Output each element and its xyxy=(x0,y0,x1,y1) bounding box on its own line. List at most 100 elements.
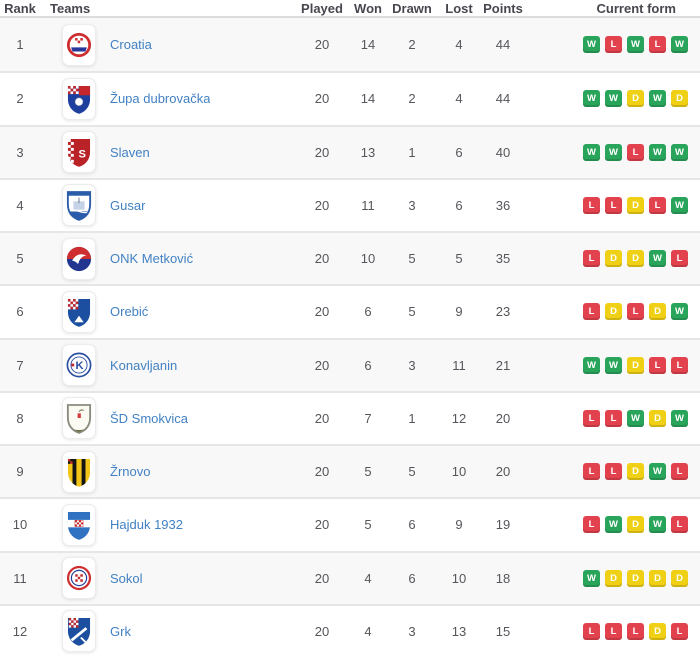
team-link[interactable]: Grk xyxy=(110,623,131,639)
team-link[interactable]: ŠD Smokvica xyxy=(110,410,189,426)
form-badge-l: L xyxy=(649,196,666,214)
team-link[interactable]: Gusar xyxy=(110,197,146,213)
svg-text:S: S xyxy=(79,149,86,161)
points-cell: 19 xyxy=(495,517,511,533)
won-cell: 6 xyxy=(364,304,372,320)
points-cell: 18 xyxy=(495,570,511,586)
form-badge-l: L xyxy=(649,36,666,54)
slaven-crest-icon: S xyxy=(62,131,96,174)
played-cell: 20 xyxy=(314,37,330,53)
lost-cell: 4 xyxy=(455,37,463,53)
form-badge-d: D xyxy=(649,622,666,640)
won-cell: 14 xyxy=(360,91,376,107)
rank-cell: 5 xyxy=(16,251,24,267)
form-badge-w: W xyxy=(649,143,666,161)
form-badge-w: W xyxy=(671,196,688,214)
drawn-cell: 2 xyxy=(408,91,416,107)
lost-cell: 4 xyxy=(455,91,463,107)
played-cell: 20 xyxy=(314,570,330,586)
played-cell: 20 xyxy=(314,517,330,533)
form-badge-l: L xyxy=(671,463,688,481)
form-badge-l: L xyxy=(671,516,688,534)
rank-cell: 4 xyxy=(16,197,24,213)
lost-cell: 13 xyxy=(451,623,467,639)
rank-cell: 6 xyxy=(16,304,24,320)
form-badge-d: D xyxy=(649,303,666,321)
drawn-cell: 3 xyxy=(408,623,416,639)
drawn-cell: 3 xyxy=(408,197,416,213)
lost-cell: 6 xyxy=(455,197,463,213)
table-header: Rank Teams Played Won Drawn Lost Points … xyxy=(0,0,700,18)
team-link[interactable]: Orebić xyxy=(110,304,149,320)
drawn-cell: 2 xyxy=(408,37,416,53)
column-header-teams: Teams xyxy=(50,1,91,16)
played-cell: 20 xyxy=(314,91,330,107)
form-badge-w: W xyxy=(649,250,666,268)
form-badge-l: L xyxy=(583,196,600,214)
rank-cell: 7 xyxy=(16,357,24,373)
form-badge-d: D xyxy=(627,196,644,214)
form-badge-d: D xyxy=(627,463,644,481)
played-cell: 20 xyxy=(314,623,330,639)
won-cell: 4 xyxy=(364,623,372,639)
points-cell: 36 xyxy=(495,197,511,213)
team-link[interactable]: Slaven xyxy=(110,144,150,160)
team-link[interactable]: Župa dubrovačka xyxy=(110,91,211,107)
form-badge-l: L xyxy=(583,463,600,481)
form-badge-l: L xyxy=(671,622,688,640)
played-cell: 20 xyxy=(314,410,330,426)
drawn-cell: 5 xyxy=(408,304,416,320)
team-link[interactable]: Žrnovo xyxy=(110,464,151,480)
team-link[interactable]: Konavljanin xyxy=(110,357,178,373)
lost-cell: 9 xyxy=(455,304,463,320)
form-badge-w: W xyxy=(671,36,688,54)
team-cell: Žrnovo xyxy=(40,450,292,493)
team-link[interactable]: Hajduk 1932 xyxy=(110,517,183,533)
team-link[interactable]: Croatia xyxy=(110,37,152,53)
form-badge-l: L xyxy=(627,622,644,640)
points-cell: 44 xyxy=(495,37,511,53)
form-badge-w: W xyxy=(671,303,688,321)
team-cell: K Konavljanin xyxy=(40,344,292,387)
lost-cell: 11 xyxy=(452,357,466,373)
points-cell: 20 xyxy=(495,464,511,480)
form-badge-l: L xyxy=(605,622,622,640)
won-cell: 14 xyxy=(360,37,376,53)
form-badge-w: W xyxy=(583,569,600,587)
form-badge-w: W xyxy=(627,409,644,427)
form-badge-d: D xyxy=(671,90,688,108)
form-badge-d: D xyxy=(649,569,666,587)
column-header-rank: Rank xyxy=(4,1,36,16)
form-badge-l: L xyxy=(671,250,688,268)
team-link[interactable]: Sokol xyxy=(110,570,143,586)
won-cell: 11 xyxy=(361,197,375,213)
team-cell: Hajduk 1932 xyxy=(40,503,292,546)
team-cell: ŠD Smokvica xyxy=(40,397,292,440)
form-badge-l: L xyxy=(605,36,622,54)
team-cell: Orebić xyxy=(40,290,292,333)
drawn-cell: 3 xyxy=(408,357,416,373)
gusar-crest-icon xyxy=(62,184,96,227)
column-header-played: Played xyxy=(301,1,343,16)
team-cell: Croatia xyxy=(40,23,292,66)
form-badge-d: D xyxy=(627,569,644,587)
won-cell: 5 xyxy=(364,464,372,480)
played-cell: 20 xyxy=(314,251,330,267)
team-link[interactable]: ONK Metković xyxy=(110,251,194,267)
form-badge-l: L xyxy=(583,622,600,640)
